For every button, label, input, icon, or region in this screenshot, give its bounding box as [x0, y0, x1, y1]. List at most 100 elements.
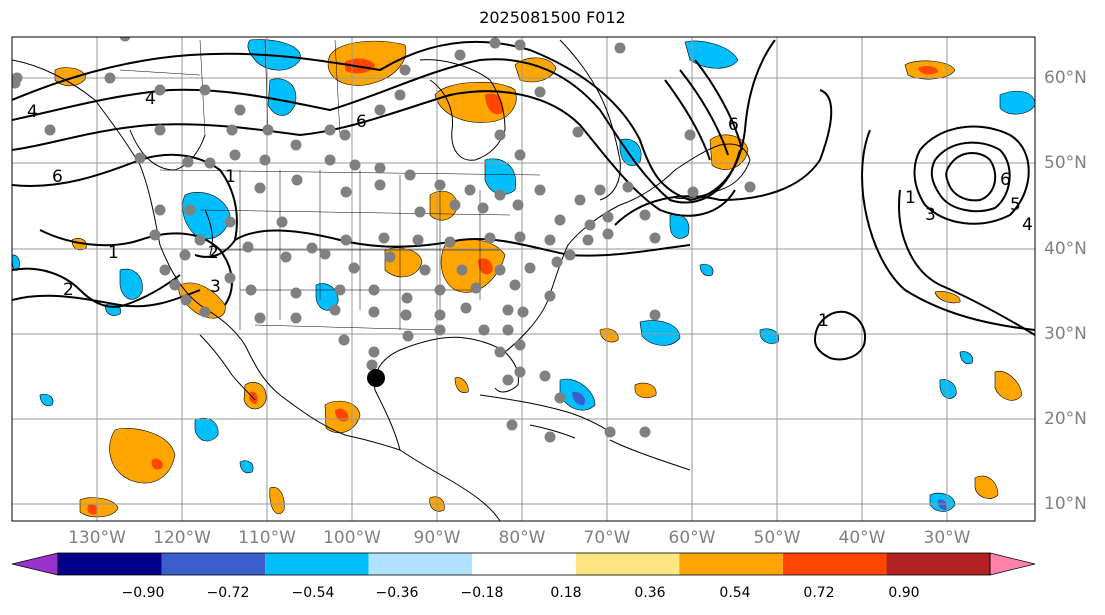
observation-dot	[514, 339, 526, 351]
observation-dot	[534, 86, 546, 98]
observation-dot	[340, 186, 352, 198]
coastlines	[12, 39, 751, 521]
observation-dot	[349, 159, 361, 171]
observation-dot	[649, 309, 661, 321]
lat-label: 30°N	[1044, 324, 1087, 344]
observation-dot	[234, 104, 246, 116]
lon-label: 80°W	[498, 528, 546, 548]
observation-dot	[366, 359, 378, 371]
observation-dot	[489, 37, 501, 49]
contour-label: 3	[925, 205, 936, 225]
observation-dot	[544, 234, 556, 246]
observation-dot	[280, 251, 292, 263]
lat-label: 20°N	[1044, 409, 1087, 429]
observation-dot	[290, 139, 302, 151]
lat-label: 60°N	[1044, 68, 1087, 88]
observation-dot	[134, 152, 146, 164]
observation-dot	[374, 179, 386, 191]
observation-dot	[340, 234, 352, 246]
contour-label: 1	[108, 243, 119, 263]
observation-dot	[319, 248, 331, 260]
observation-dot	[551, 256, 563, 268]
observation-dot	[179, 249, 191, 261]
lon-label: 90°W	[413, 528, 461, 548]
observation-dot	[434, 309, 446, 321]
observation-dot	[602, 228, 614, 240]
strong-negative-anomaly-shading	[572, 391, 948, 510]
observation-dot	[394, 89, 406, 101]
observation-dot	[514, 231, 526, 243]
observation-dot	[639, 426, 651, 438]
observation-dot	[456, 264, 468, 276]
observation-dot	[104, 72, 116, 84]
observation-dot	[464, 184, 476, 196]
observation-dot	[554, 214, 566, 226]
observation-dot	[494, 264, 506, 276]
contour-label: 1	[905, 188, 916, 208]
observation-dot	[509, 279, 521, 291]
observation-dot	[400, 309, 412, 321]
colorbar-tick-label: 0.54	[719, 585, 751, 601]
observation-dot	[245, 284, 257, 296]
contour-labels: 4 6 1 2 3 6 1 2 6 4 1 3 6 5 4 1	[27, 89, 1033, 331]
observation-dot	[544, 431, 556, 443]
colorbar-tick-label: 0.90	[888, 585, 920, 601]
observation-points	[12, 37, 756, 443]
observation-dot	[419, 264, 431, 276]
positive-anomaly-shading	[54, 40, 1023, 518]
colorbar-tick-label: 0.36	[634, 585, 666, 601]
observation-dot	[159, 264, 171, 276]
observation-dot	[242, 241, 254, 253]
contour-label: 4	[27, 102, 38, 122]
observation-dot	[194, 234, 206, 246]
observation-dot	[478, 324, 490, 336]
observation-dot	[154, 84, 166, 96]
lat-label: 50°N	[1044, 153, 1087, 173]
observation-dot	[494, 346, 506, 358]
observation-dot	[368, 346, 380, 358]
observation-dot	[404, 169, 416, 181]
observation-dot	[594, 184, 606, 196]
observation-dot	[402, 330, 414, 342]
contour-label: 3	[210, 277, 221, 297]
observation-dot	[506, 419, 518, 431]
observation-dot	[348, 262, 360, 274]
observation-dot	[338, 334, 350, 346]
observation-dot	[544, 290, 556, 302]
observation-dot	[687, 186, 699, 198]
observation-dot	[444, 236, 456, 248]
observation-dot	[291, 174, 303, 186]
contour-label: 5	[1010, 195, 1021, 215]
contour-label: 2	[63, 280, 74, 300]
observation-dot	[434, 179, 446, 191]
observation-dot	[401, 292, 413, 304]
contour-label: 4	[145, 89, 156, 109]
lon-label: 70°W	[583, 528, 631, 548]
colorbar-tick-label: −0.90	[121, 585, 165, 601]
observation-dot	[414, 206, 426, 218]
colorbar-tick-label: −0.54	[291, 585, 335, 601]
observation-dot	[254, 182, 266, 194]
observation-dot	[259, 154, 271, 166]
observation-dot	[744, 181, 756, 193]
observation-dot	[477, 202, 489, 214]
lon-label: 50°W	[753, 528, 801, 548]
contour-label: 1	[225, 167, 236, 187]
observation-dot	[524, 262, 536, 274]
colorbar-tick-label: −0.18	[460, 585, 504, 601]
observation-dot	[276, 216, 288, 228]
observation-dot	[494, 189, 506, 201]
contour-label: 6	[52, 167, 63, 187]
observation-dot	[199, 306, 211, 318]
observation-dot	[574, 194, 586, 206]
lon-label: 120°W	[153, 528, 211, 548]
observation-dot	[564, 249, 576, 261]
contour-label: 1	[818, 311, 829, 331]
observation-dot	[517, 306, 529, 318]
observation-dot	[554, 392, 566, 404]
observation-dot	[454, 49, 466, 61]
observation-dot	[224, 216, 236, 228]
observation-dot	[154, 204, 166, 216]
observation-dot	[602, 211, 614, 223]
observation-dot	[649, 232, 661, 244]
